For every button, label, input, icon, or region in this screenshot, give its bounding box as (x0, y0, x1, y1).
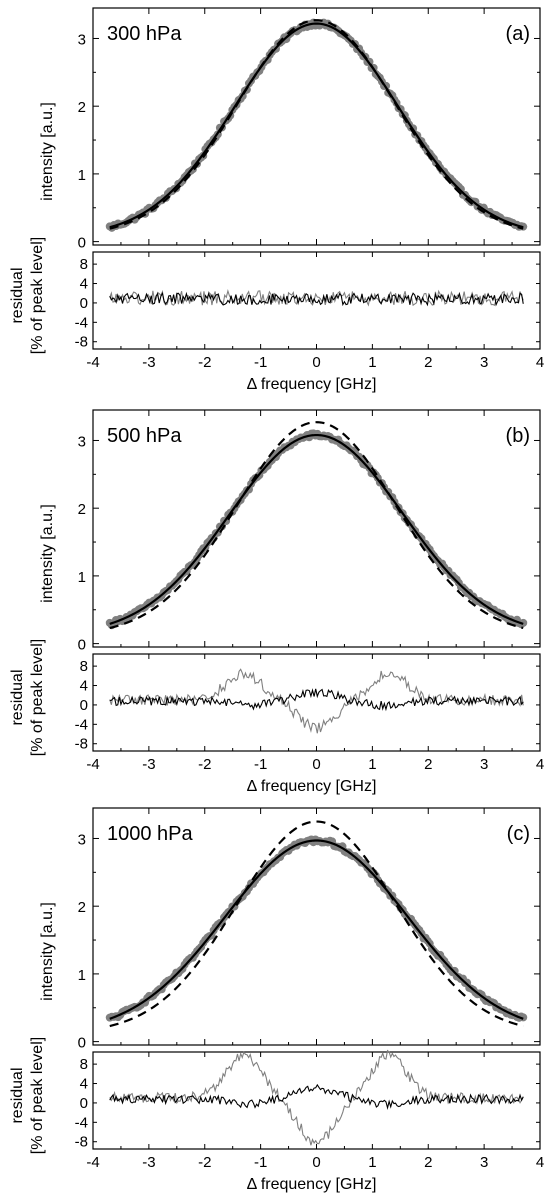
pressure-label: 1000 hPa (107, 823, 194, 845)
x-tick-label: 0 (312, 1154, 320, 1171)
residual-axis-label: residual (9, 1067, 26, 1123)
x-tick-label: 1 (368, 756, 376, 773)
x-tick-label: -2 (198, 1154, 211, 1171)
residual-line-black (109, 688, 524, 712)
residual-axis-label-unit: [% of peak level] (29, 639, 46, 756)
x-tick-label: -3 (142, 1154, 155, 1171)
model-dashed-line (109, 19, 524, 230)
residual-tick-label: 8 (80, 256, 88, 273)
residual-tick-label: 4 (80, 1076, 88, 1093)
fit-line (109, 22, 524, 229)
x-tick-label: 3 (480, 354, 488, 371)
x-tick-label: -3 (142, 756, 155, 773)
residual-tick-label: 4 (80, 276, 88, 293)
residual-tick-label: 0 (80, 697, 88, 714)
panel-label: (a) (506, 23, 530, 45)
pressure-label: 500 hPa (107, 425, 182, 447)
residual-axis-label-unit: [% of peak level] (29, 1037, 46, 1154)
y-tick-label: 3 (78, 433, 86, 450)
y-tick-label: 0 (78, 235, 86, 252)
fit-line (109, 433, 524, 625)
residual-tick-label: 8 (80, 658, 88, 675)
model-dashed-line (109, 820, 524, 1028)
residual-axis-label: residual (9, 267, 26, 323)
x-tick-label: 2 (424, 354, 432, 371)
x-tick-label: 3 (480, 1154, 488, 1171)
x-tick-label: -1 (254, 756, 267, 773)
x-tick-label: 0 (312, 354, 320, 371)
residual-tick-label: 0 (80, 1095, 88, 1112)
residual-line-gray (109, 1049, 524, 1146)
y-axis-label: intensity [a.u.] (39, 102, 56, 201)
panel-c: -4 -3 -2 -1 0 1 2 3 4 0 1 2 3 8 4 0 -4 -8 Δ frequency [GHz… (9, 807, 544, 1193)
y-tick-label: 1 (78, 569, 86, 586)
y-tick-label: 3 (78, 831, 86, 848)
residual-tick-label: -8 (75, 736, 88, 753)
x-tick-label: 3 (480, 756, 488, 773)
y-tick-label: 0 (78, 637, 86, 654)
y-tick-label: 0 (78, 1035, 86, 1052)
data-point (519, 1013, 528, 1022)
residual-line-black (109, 1083, 524, 1110)
x-tick-label: 0 (312, 756, 320, 773)
panel-b: -4 -3 -2 -1 0 1 2 3 4 0 1 2 3 8 4 0 -4 -8 Δ frequency [GHz… (9, 409, 544, 795)
residual-tick-label: -4 (75, 314, 88, 331)
residual-tick-label: -8 (75, 334, 88, 351)
residual-tick-label: -4 (75, 1114, 88, 1131)
panel-label: (c) (507, 823, 530, 845)
x-tick-label: 2 (424, 756, 432, 773)
x-tick-label: -4 (86, 756, 99, 773)
x-axis-label: Δ frequency [GHz] (247, 1176, 377, 1193)
residual-line-black (109, 291, 524, 307)
residual-axis-label: residual (9, 669, 26, 725)
x-tick-label: 4 (536, 1154, 544, 1171)
y-tick-label: 2 (78, 899, 86, 916)
x-tick-label: 4 (536, 354, 544, 371)
y-tick-label: 2 (78, 99, 86, 116)
x-tick-label: -4 (86, 1154, 99, 1171)
y-tick-label: 1 (78, 967, 86, 984)
x-tick-label: -1 (254, 354, 267, 371)
residual-axis-label-unit: [% of peak level] (29, 237, 46, 354)
x-axis-label: Δ frequency [GHz] (247, 376, 377, 393)
x-tick-label: -2 (198, 756, 211, 773)
x-tick-label: 1 (368, 1154, 376, 1171)
x-tick-label: 4 (536, 756, 544, 773)
x-tick-label: 2 (424, 1154, 432, 1171)
x-axis-label: Δ frequency [GHz] (247, 778, 377, 795)
x-tick-label: -3 (142, 354, 155, 371)
x-tick-label: -2 (198, 354, 211, 371)
residual-tick-label: 4 (80, 678, 88, 695)
residual-tick-label: 8 (80, 1056, 88, 1073)
y-axis-label: intensity [a.u.] (39, 902, 56, 1001)
y-tick-label: 3 (78, 31, 86, 48)
x-tick-label: 1 (368, 354, 376, 371)
model-dashed-line (109, 421, 524, 630)
residual-tick-label: 0 (80, 295, 88, 312)
x-tick-label: -1 (254, 1154, 267, 1171)
panel-label: (b) (506, 425, 530, 447)
pressure-label: 300 hPa (107, 23, 182, 45)
y-axis-label: intensity [a.u.] (39, 504, 56, 603)
panel-a: -4 -3 -2 -1 0 1 2 3 4 0 1 2 3 8 4 0 -4 -8 Δ frequency [GHz… (9, 7, 544, 393)
residual-tick-label: -8 (75, 1134, 88, 1151)
y-tick-label: 1 (78, 167, 86, 184)
residual-line-gray (109, 288, 524, 307)
x-tick-label: -4 (86, 354, 99, 371)
y-tick-label: 2 (78, 501, 86, 518)
residual-plot-frame (92, 1051, 541, 1150)
residual-tick-label: -4 (75, 716, 88, 733)
fit-line (109, 839, 524, 1020)
